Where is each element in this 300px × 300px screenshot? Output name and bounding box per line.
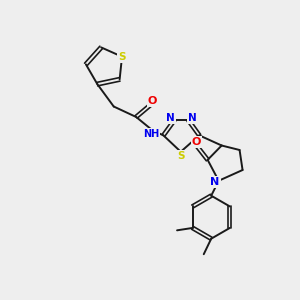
Text: N: N	[167, 113, 175, 123]
Text: NH: NH	[143, 129, 159, 139]
Text: O: O	[148, 96, 157, 106]
Text: N: N	[211, 177, 220, 187]
Text: O: O	[192, 137, 201, 147]
Text: S: S	[118, 52, 126, 62]
Text: S: S	[177, 151, 184, 160]
Text: N: N	[188, 113, 196, 123]
